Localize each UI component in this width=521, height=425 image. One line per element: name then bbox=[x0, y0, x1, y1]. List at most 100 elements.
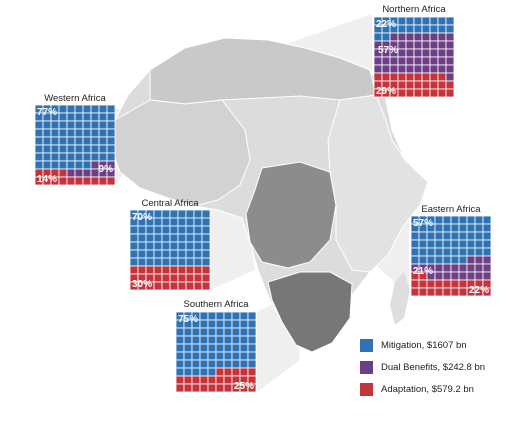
waffle-cell-mitigation bbox=[201, 225, 211, 235]
waffle-cell-mitigation bbox=[474, 231, 484, 241]
region-title-northern-africa: Northern Africa bbox=[382, 4, 446, 15]
waffle-cell-adaptation bbox=[405, 72, 415, 82]
waffle-cell-adaptation bbox=[437, 72, 447, 82]
waffle-cell-dual-benefits bbox=[397, 32, 407, 42]
waffle-cell-dual-benefits bbox=[421, 64, 431, 74]
waffle-cell-mitigation bbox=[434, 255, 444, 265]
waffle-cell-mitigation bbox=[231, 311, 241, 321]
waffle-cell-mitigation bbox=[458, 215, 468, 225]
waffle-cell-dual-benefits bbox=[397, 40, 407, 50]
map-southern-africa bbox=[267, 271, 353, 353]
waffle-cell-adaptation bbox=[66, 176, 76, 186]
waffle-cell-adaptation bbox=[413, 72, 423, 82]
pct-label-mitigation: 70% bbox=[132, 212, 152, 223]
waffle-cell-mitigation bbox=[169, 241, 179, 251]
waffle-cell-mitigation bbox=[247, 335, 257, 345]
waffle-cell-mitigation bbox=[418, 255, 428, 265]
waffle-cell-mitigation bbox=[169, 233, 179, 243]
waffle-cell-adaptation bbox=[429, 88, 439, 98]
waffle-layer: Northern Africa 22% 29% 57% Western Africa 77… bbox=[34, 4, 492, 393]
waffle-cell-mitigation bbox=[90, 152, 100, 162]
waffle-cell-adaptation bbox=[413, 88, 423, 98]
waffle-cell-adaptation bbox=[74, 176, 84, 186]
waffle-cell-mitigation bbox=[82, 104, 92, 114]
waffle-cell-dual-benefits bbox=[405, 32, 415, 42]
waffle-cell-dual-benefits bbox=[429, 48, 439, 58]
legend-swatch-adaptation bbox=[360, 382, 373, 396]
waffle-cell-dual-benefits bbox=[482, 255, 492, 265]
waffle-cell-mitigation bbox=[34, 120, 44, 130]
waffle-cell-mitigation bbox=[175, 367, 185, 377]
waffle-cell-adaptation bbox=[191, 375, 201, 385]
waffle-cell-mitigation bbox=[466, 247, 476, 257]
waffle-cell-adaptation bbox=[434, 287, 444, 297]
waffle-cell-adaptation bbox=[215, 375, 225, 385]
waffle-cell-mitigation bbox=[442, 247, 452, 257]
waffle-northern-africa: Northern Africa 22% 29% 57% bbox=[373, 4, 455, 98]
waffle-cell-adaptation bbox=[458, 287, 468, 297]
waffle-cell-adaptation bbox=[185, 273, 195, 283]
waffle-cell-adaptation bbox=[421, 80, 431, 90]
waffle-cell-mitigation bbox=[207, 335, 217, 345]
waffle-cell-mitigation bbox=[161, 241, 171, 251]
waffle-cell-mitigation bbox=[215, 327, 225, 337]
waffle-cell-mitigation bbox=[442, 255, 452, 265]
waffle-cell-adaptation bbox=[129, 265, 139, 275]
waffle-cell-dual-benefits bbox=[421, 32, 431, 42]
legend-swatch-dual-benefits bbox=[360, 360, 373, 374]
waffle-cell-adaptation bbox=[199, 375, 209, 385]
waffle-cell-adaptation bbox=[442, 287, 452, 297]
waffle-cell-mitigation bbox=[42, 144, 52, 154]
waffle-cell-mitigation bbox=[98, 112, 108, 122]
waffle-cell-mitigation bbox=[137, 241, 147, 251]
waffle-cell-mitigation bbox=[145, 225, 155, 235]
waffle-cell-dual-benefits bbox=[442, 263, 452, 273]
waffle-cell-mitigation bbox=[231, 319, 241, 329]
waffle-cell-mitigation bbox=[231, 327, 241, 337]
legend-item-adaptation: Adaptation, $579.2 bn bbox=[360, 380, 520, 398]
waffle-cell-mitigation bbox=[199, 311, 209, 321]
waffle-cell-mitigation bbox=[153, 217, 163, 227]
waffle-cell-mitigation bbox=[442, 231, 452, 241]
waffle-cell-mitigation bbox=[191, 367, 201, 377]
waffle-cell-mitigation bbox=[34, 136, 44, 146]
pct-label-adaptation: 29% bbox=[376, 86, 396, 97]
waffle-cell-mitigation bbox=[74, 112, 84, 122]
waffle-cell-adaptation bbox=[215, 367, 225, 377]
waffle-cell-mitigation bbox=[82, 160, 92, 170]
waffle-cell-dual-benefits bbox=[389, 56, 399, 66]
waffle-cell-dual-benefits bbox=[466, 263, 476, 273]
waffle-cell-mitigation bbox=[74, 160, 84, 170]
waffle-cell-adaptation bbox=[201, 281, 211, 291]
waffle-cell-mitigation bbox=[50, 152, 60, 162]
waffle-cell-mitigation bbox=[42, 128, 52, 138]
waffle-cell-adaptation bbox=[193, 273, 203, 283]
waffle-cell-mitigation bbox=[58, 120, 68, 130]
waffle-cell-mitigation bbox=[466, 239, 476, 249]
waffle-cell-mitigation bbox=[215, 351, 225, 361]
waffle-cell-mitigation bbox=[207, 351, 217, 361]
waffle-cell-mitigation bbox=[153, 225, 163, 235]
waffle-cell-mitigation bbox=[247, 359, 257, 369]
waffle-cell-mitigation bbox=[34, 152, 44, 162]
region-title-eastern-africa: Eastern Africa bbox=[421, 204, 481, 215]
waffle-cell-adaptation bbox=[437, 80, 447, 90]
waffle-cell-mitigation bbox=[98, 128, 108, 138]
waffle-cell-mitigation bbox=[413, 24, 423, 34]
waffle-cell-adaptation bbox=[223, 375, 233, 385]
waffle-cell-dual-benefits bbox=[434, 271, 444, 281]
waffle-cell-mitigation bbox=[145, 257, 155, 267]
waffle-cell-mitigation bbox=[177, 217, 187, 227]
waffle-cell-mitigation bbox=[421, 24, 431, 34]
waffle-cell-adaptation bbox=[397, 88, 407, 98]
waffle-cell-mitigation bbox=[185, 217, 195, 227]
waffle-cell-mitigation bbox=[169, 257, 179, 267]
waffle-cell-dual-benefits bbox=[413, 48, 423, 58]
waffle-cell-dual-benefits bbox=[450, 271, 460, 281]
waffle-cell-adaptation bbox=[437, 88, 447, 98]
waffle-cell-dual-benefits bbox=[421, 40, 431, 50]
waffle-cell-mitigation bbox=[193, 249, 203, 259]
waffle-eastern-africa: Eastern Africa 57% 22% 21% bbox=[410, 204, 492, 297]
waffle-cell-mitigation bbox=[223, 335, 233, 345]
waffle-cell-mitigation bbox=[191, 351, 201, 361]
